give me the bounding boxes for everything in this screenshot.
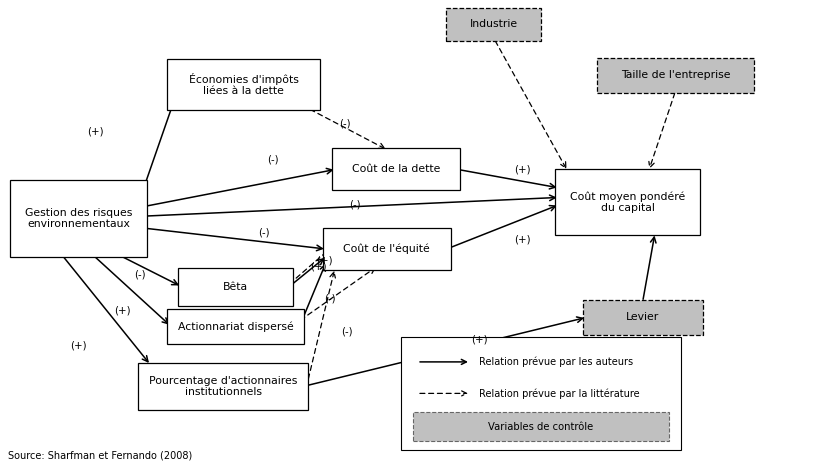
Text: (+): (+) — [316, 256, 333, 266]
Text: (+): (+) — [114, 305, 131, 315]
Text: Économies d'impôts
liées à la dette: Économies d'impôts liées à la dette — [188, 73, 299, 96]
Text: Gestion des risques
environnementaux: Gestion des risques environnementaux — [25, 208, 132, 229]
FancyBboxPatch shape — [446, 8, 542, 41]
Text: (+): (+) — [471, 335, 487, 345]
FancyBboxPatch shape — [11, 180, 147, 258]
Text: (-): (-) — [339, 118, 351, 128]
Text: (-): (-) — [259, 227, 270, 238]
Text: Coût de l'équité: Coût de l'équité — [343, 244, 430, 254]
Text: Levier: Levier — [626, 312, 659, 322]
Text: (+): (+) — [87, 126, 103, 137]
Text: Relation prévue par les auteurs: Relation prévue par les auteurs — [479, 357, 634, 367]
FancyBboxPatch shape — [167, 309, 303, 344]
Text: Coût moyen pondéré
du capital: Coût moyen pondéré du capital — [570, 191, 686, 213]
Text: (+): (+) — [70, 340, 87, 351]
FancyBboxPatch shape — [556, 169, 700, 235]
FancyBboxPatch shape — [583, 300, 702, 335]
Text: Pourcentage d'actionnaires
institutionnels: Pourcentage d'actionnaires institutionne… — [149, 376, 297, 397]
FancyBboxPatch shape — [401, 337, 681, 450]
Text: (+): (+) — [515, 235, 531, 245]
Text: (-): (-) — [135, 270, 146, 280]
Text: (-): (-) — [325, 293, 336, 304]
Text: (+): (+) — [310, 262, 326, 272]
FancyBboxPatch shape — [413, 412, 669, 441]
Text: Taille de l'entreprise: Taille de l'entreprise — [621, 70, 730, 80]
Text: Source: Sharfman et Fernando (2008): Source: Sharfman et Fernando (2008) — [8, 451, 192, 461]
Text: (-): (-) — [267, 155, 278, 165]
Text: Coût de la dette: Coût de la dette — [353, 164, 440, 174]
Text: Industrie: Industrie — [470, 19, 518, 30]
FancyBboxPatch shape — [178, 268, 293, 306]
Text: (-): (-) — [341, 326, 353, 337]
Text: Bêta: Bêta — [223, 282, 248, 292]
FancyBboxPatch shape — [139, 363, 308, 410]
Text: (-): (-) — [349, 199, 361, 210]
FancyBboxPatch shape — [322, 228, 451, 270]
Text: Actionnariat dispersé: Actionnariat dispersé — [178, 321, 293, 332]
FancyBboxPatch shape — [167, 59, 320, 110]
Text: (+): (+) — [515, 164, 531, 174]
Text: Relation prévue par la littérature: Relation prévue par la littérature — [479, 388, 639, 399]
FancyBboxPatch shape — [332, 148, 461, 190]
Text: Variables de contrôle: Variables de contrôle — [488, 422, 594, 432]
FancyBboxPatch shape — [597, 58, 754, 93]
